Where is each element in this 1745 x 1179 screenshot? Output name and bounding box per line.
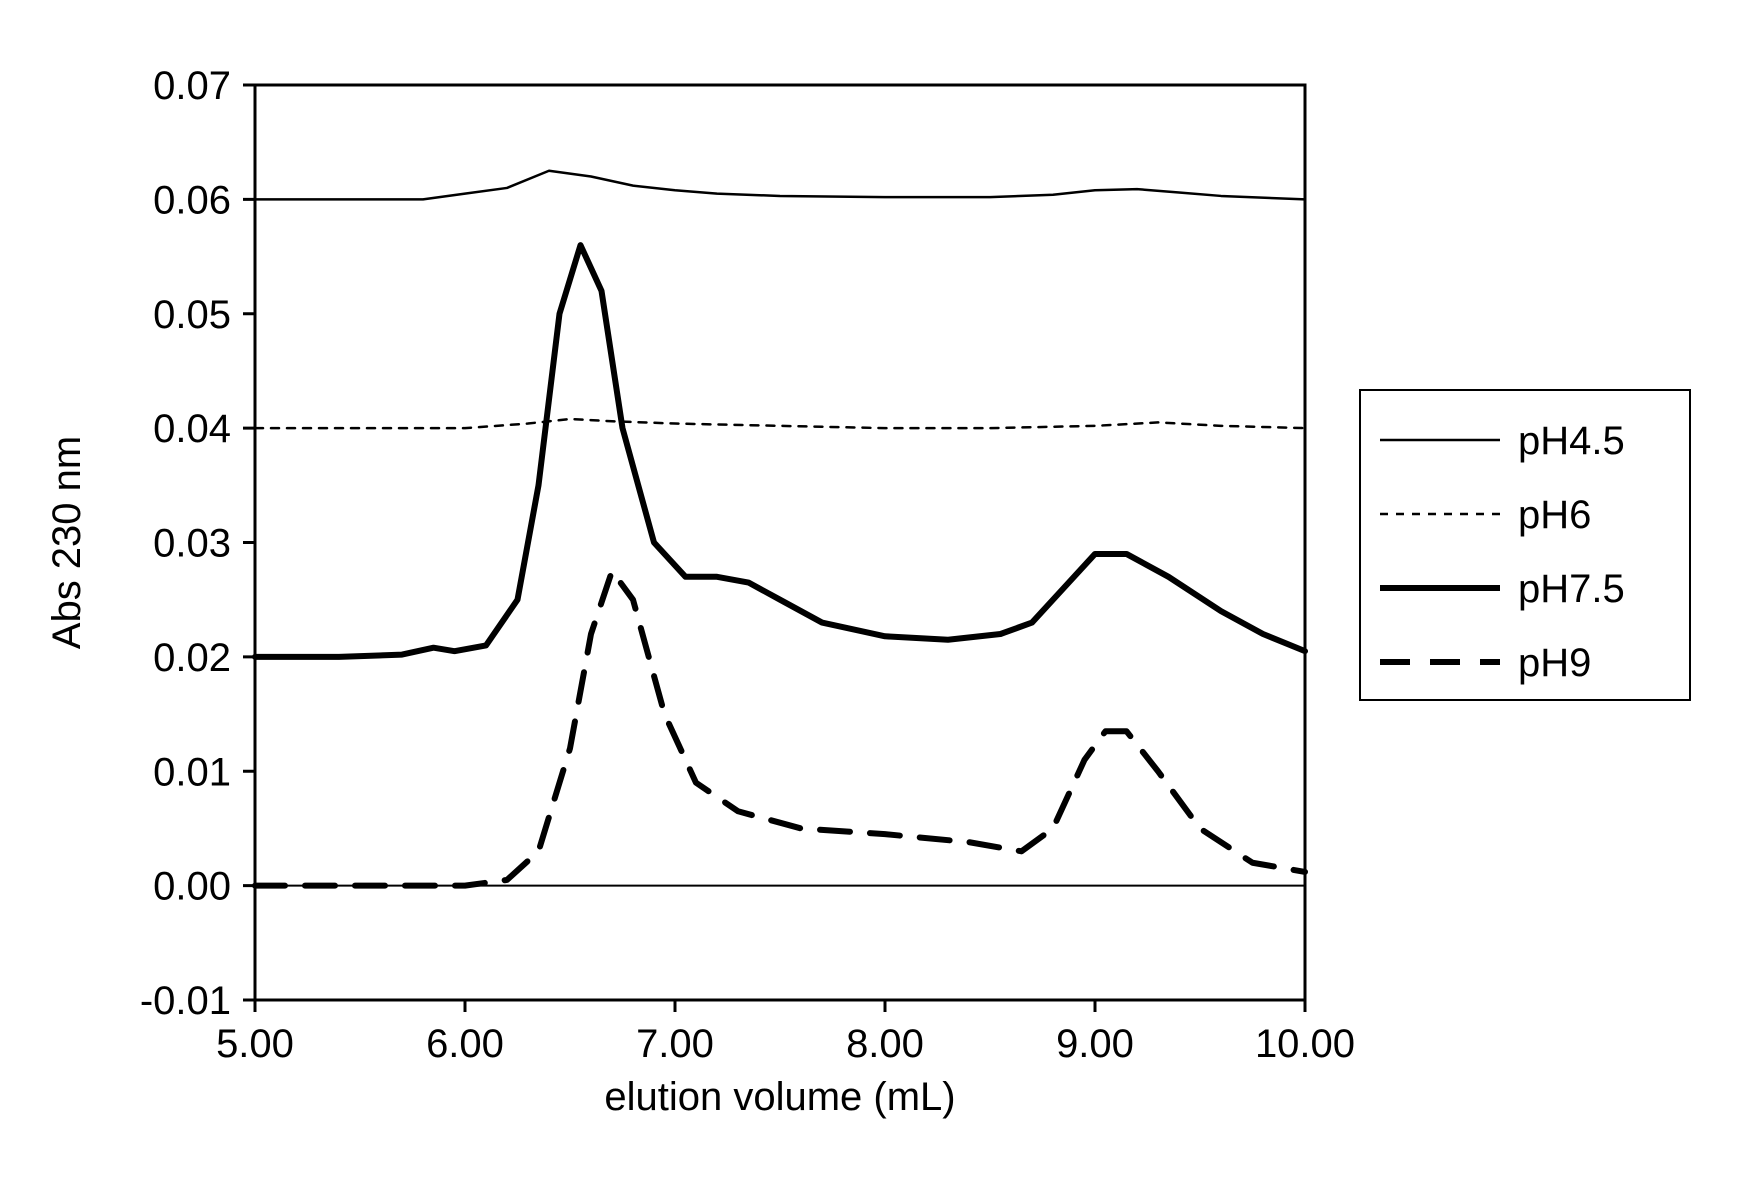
x-tick-label: 8.00	[846, 1022, 924, 1066]
x-tick-label: 6.00	[426, 1022, 504, 1066]
y-axis-label: Abs 230 nm	[45, 436, 89, 649]
y-tick-label: 0.05	[153, 293, 231, 337]
legend-label-pH6: pH6	[1518, 493, 1591, 537]
elution-chart: 5.00 6.00 7.00 8.00 9.00 10.00 -0.01 0.00 0.01 0.…	[20, 20, 1745, 1159]
y-tick-label: 0.06	[153, 178, 231, 222]
legend-label-pH4.5: pH4.5	[1518, 419, 1625, 463]
y-tick-label: 0.03	[153, 522, 231, 566]
legend-label-pH7.5: pH7.5	[1518, 567, 1625, 611]
legend-label-pH9: pH9	[1518, 641, 1591, 685]
y-tick-label: 0.04	[153, 407, 231, 451]
x-axis-label: elution volume (mL)	[604, 1075, 955, 1119]
y-tick-label: 0.07	[153, 64, 231, 108]
y-tick-label: 0.00	[153, 865, 231, 909]
x-tick-label: 9.00	[1056, 1022, 1134, 1066]
chart-container: 5.00 6.00 7.00 8.00 9.00 10.00 -0.01 0.00 0.01 0.…	[20, 20, 1745, 1159]
y-tick-label: 0.02	[153, 636, 231, 680]
y-tick-label: -0.01	[140, 979, 231, 1023]
x-tick-label: 10.00	[1255, 1022, 1355, 1066]
y-tick-label: 0.01	[153, 750, 231, 794]
x-tick-label: 5.00	[216, 1022, 294, 1066]
x-tick-label: 7.00	[636, 1022, 714, 1066]
